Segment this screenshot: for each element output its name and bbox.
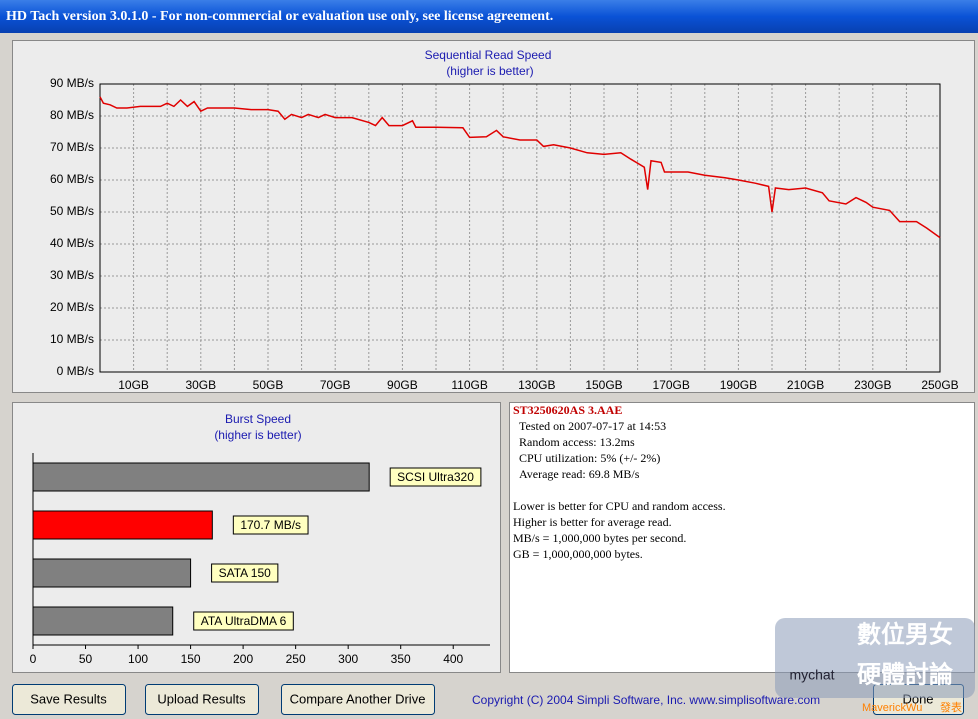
- y-tick-label: 10 MB/s: [50, 332, 94, 346]
- plot-frame: [99, 83, 941, 373]
- plot-area: [100, 84, 940, 372]
- bar-label-box: [193, 611, 294, 631]
- y-tick-label: 20 MB/s: [50, 300, 94, 314]
- result-line: CPU utilization: 5% (+/- 2%): [519, 451, 660, 465]
- note-line: GB = 1,000,000,000 bytes.: [513, 547, 643, 561]
- read-line: [99, 96, 941, 239]
- y-tick-label: 90 MB/s: [50, 76, 94, 90]
- x-tick-label: 0: [30, 652, 37, 666]
- bar-label: SCSI Ultra320: [397, 470, 474, 484]
- bar-label-box: [232, 515, 309, 535]
- chart-subtitle: (higher is better): [214, 428, 301, 442]
- x-tick-label: 350: [391, 652, 411, 666]
- y-tick-label: 0 MB/s: [57, 364, 94, 378]
- x-tick-label: 100: [128, 652, 148, 666]
- y-tick-label: 60 MB/s: [50, 172, 94, 186]
- x-tick-label: 300: [338, 652, 358, 666]
- y-tick-label: 40 MB/s: [50, 236, 94, 250]
- window-title: HD Tach version 3.0.1.0 - For non-commer…: [6, 9, 553, 24]
- bar: [32, 510, 213, 540]
- y-tick-label: 80 MB/s: [50, 108, 94, 122]
- x-tick-label: 250GB: [921, 378, 958, 392]
- x-tick-label: 170GB: [653, 378, 690, 392]
- copyright: Copyright (C) 2004 Simpli Software, Inc.…: [472, 693, 820, 707]
- x-tick-label: 130GB: [518, 378, 555, 392]
- bar-label-box: [211, 563, 279, 583]
- x-tick-label: 90GB: [387, 378, 418, 392]
- watermark-action: 發表: [940, 700, 962, 714]
- bar-label-box: [389, 467, 482, 487]
- note-line: MB/s = 1,000,000 bytes per second.: [513, 531, 686, 545]
- x-tick-label: 30GB: [185, 378, 216, 392]
- button-label[interactable]: Upload Results: [157, 691, 246, 706]
- x-tick-label: 150: [181, 652, 201, 666]
- x-tick-label: 250: [286, 652, 306, 666]
- x-tick-label: 110GB: [451, 378, 487, 392]
- x-tick-label: 50: [79, 652, 93, 666]
- drive-name: ST3250620AS 3.AAE: [513, 403, 622, 417]
- result-line: Tested on 2007-07-17 at 14:53: [519, 419, 666, 433]
- y-tick-label: 50 MB/s: [50, 204, 94, 218]
- chart-title: Sequential Read Speed: [425, 48, 552, 62]
- bar-label: 170.7 MB/s: [240, 518, 301, 532]
- chart-subtitle: (higher is better): [446, 64, 533, 78]
- watermark: [775, 618, 975, 698]
- bar-label: ATA UltraDMA 6: [201, 614, 287, 628]
- button[interactable]: [145, 684, 259, 715]
- y-tick-label: 30 MB/s: [50, 268, 94, 282]
- button[interactable]: [281, 684, 435, 715]
- note-line: Higher is better for average read.: [513, 515, 672, 529]
- watermark-author: MaverickWu: [862, 702, 922, 714]
- chart-title: Burst Speed: [225, 412, 291, 426]
- button-label[interactable]: Compare Another Drive: [290, 691, 426, 706]
- bar: [32, 606, 174, 636]
- x-tick-label: 210GB: [787, 378, 824, 392]
- button[interactable]: [12, 684, 126, 715]
- note-line: Lower is better for CPU and random acces…: [513, 499, 726, 513]
- x-tick-label: 230GB: [854, 378, 891, 392]
- bar: [32, 462, 370, 492]
- watermark-site: mychat: [789, 667, 834, 683]
- y-tick-label: 70 MB/s: [50, 140, 94, 154]
- watermark-subtitle: 硬體討論: [857, 660, 954, 688]
- x-tick-label: 70GB: [320, 378, 351, 392]
- x-tick-label: 50GB: [253, 378, 284, 392]
- x-tick-label: 10GB: [118, 378, 149, 392]
- bar: [32, 558, 192, 588]
- watermark-title: 數位男女: [857, 620, 953, 648]
- x-tick-label: 150GB: [585, 378, 622, 392]
- title-bar: [0, 0, 978, 33]
- x-tick-label: 400: [443, 652, 463, 666]
- result-line: Average read: 69.8 MB/s: [519, 467, 640, 481]
- x-tick-label: 190GB: [720, 378, 757, 392]
- result-line: Random access: 13.2ms: [519, 435, 635, 449]
- x-tick-label: 200: [233, 652, 253, 666]
- bar-label: SATA 150: [219, 566, 272, 580]
- button-label[interactable]: Save Results: [30, 691, 107, 706]
